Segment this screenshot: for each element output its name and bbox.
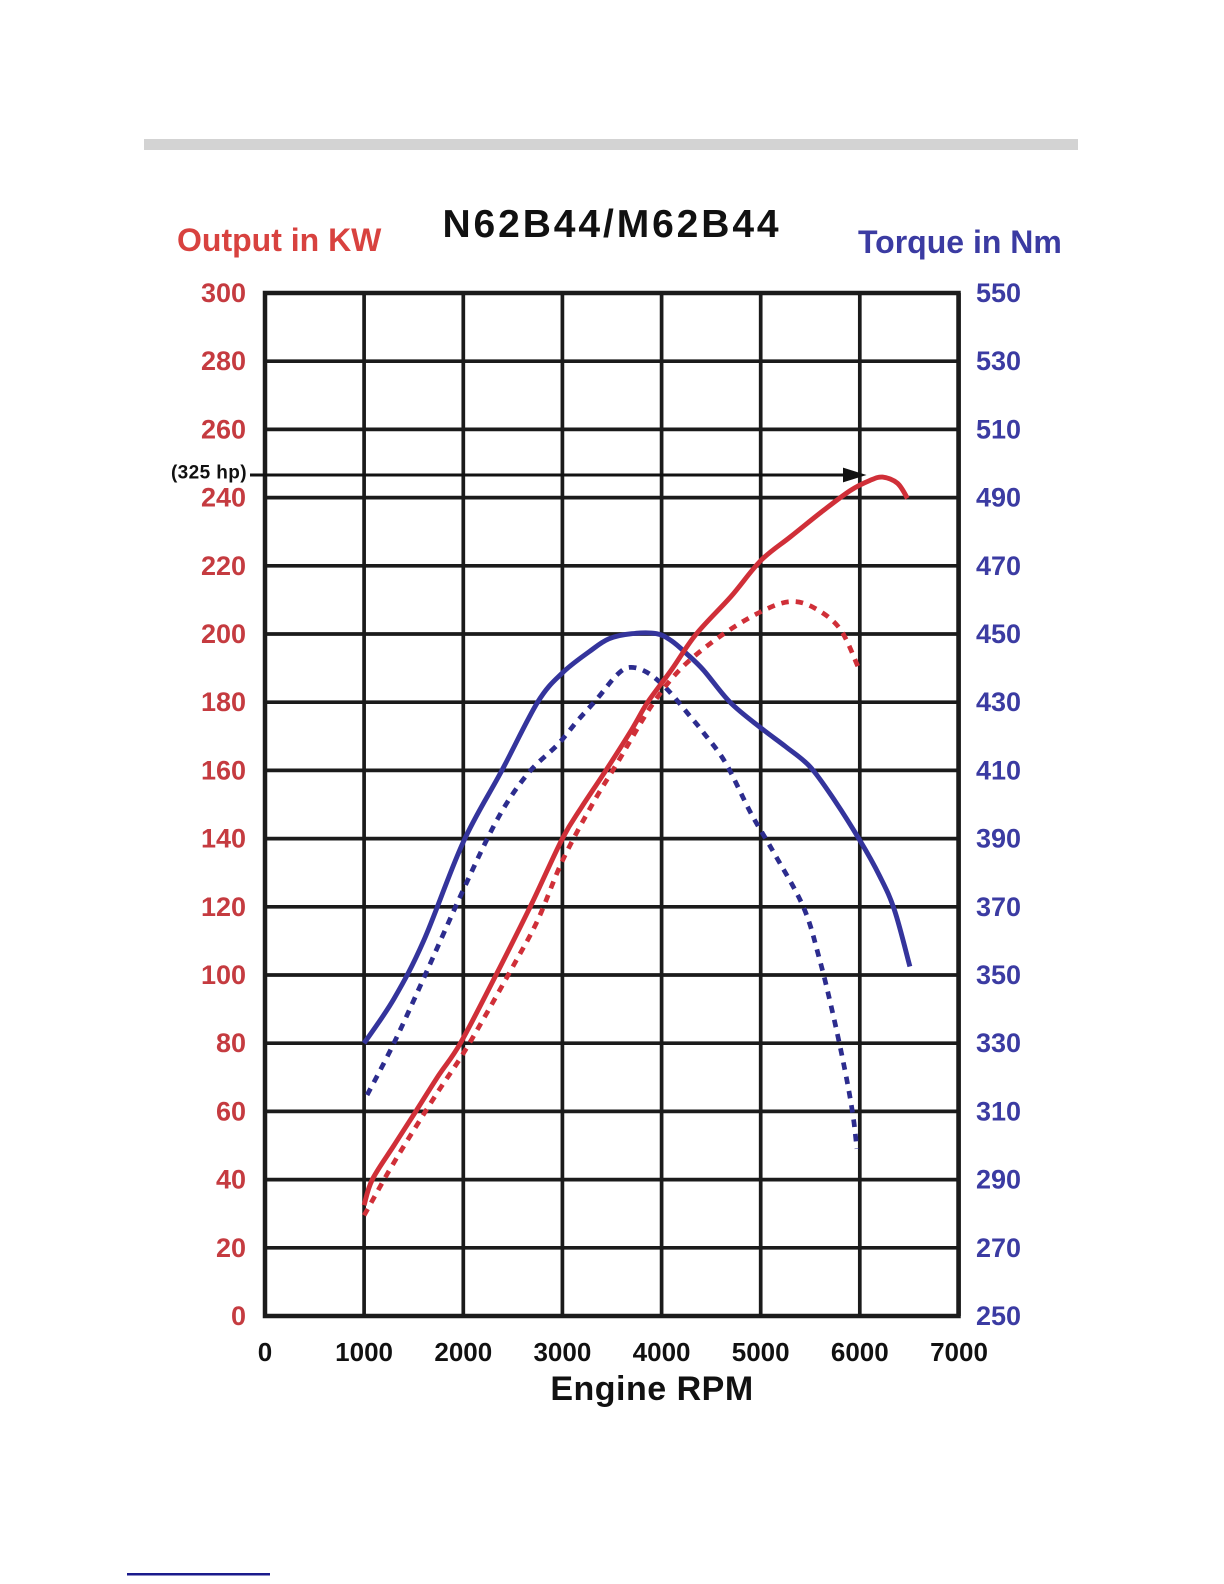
svg-text:6000: 6000 — [831, 1337, 889, 1367]
svg-text:60: 60 — [216, 1096, 246, 1126]
svg-text:220: 220 — [201, 551, 246, 581]
svg-text:410: 410 — [976, 755, 1021, 785]
svg-text:270: 270 — [976, 1233, 1021, 1263]
svg-text:3000: 3000 — [533, 1337, 591, 1367]
svg-text:310: 310 — [976, 1096, 1021, 1126]
svg-text:N62B44/M62B44: N62B44/M62B44 — [442, 203, 781, 246]
svg-text:100: 100 — [201, 960, 246, 990]
svg-text:0: 0 — [231, 1301, 246, 1331]
svg-text:510: 510 — [976, 414, 1021, 444]
svg-text:260: 260 — [201, 414, 246, 444]
svg-text:4000: 4000 — [633, 1337, 691, 1367]
svg-text:450: 450 — [976, 619, 1021, 649]
svg-text:370: 370 — [976, 892, 1021, 922]
svg-text:240: 240 — [201, 483, 246, 513]
svg-text:5000: 5000 — [732, 1337, 790, 1367]
svg-text:180: 180 — [201, 687, 246, 717]
svg-text:(325 hp): (325 hp) — [171, 463, 247, 484]
svg-text:7000: 7000 — [930, 1337, 988, 1367]
svg-text:330: 330 — [976, 1028, 1021, 1058]
svg-text:Torque in Nm: Torque in Nm — [858, 224, 1062, 260]
svg-text:550: 550 — [976, 278, 1021, 308]
svg-text:280: 280 — [201, 346, 246, 376]
svg-text:250: 250 — [976, 1301, 1021, 1331]
svg-text:1000: 1000 — [335, 1337, 393, 1367]
svg-text:490: 490 — [976, 483, 1021, 513]
svg-text:Engine RPM: Engine RPM — [550, 1370, 753, 1408]
svg-text:470: 470 — [976, 551, 1021, 581]
svg-text:530: 530 — [976, 346, 1021, 376]
svg-text:160: 160 — [201, 755, 246, 785]
svg-text:40: 40 — [216, 1165, 246, 1195]
svg-text:80: 80 — [216, 1028, 246, 1058]
svg-text:300: 300 — [201, 278, 246, 308]
svg-text:120: 120 — [201, 892, 246, 922]
svg-text:Output in KW: Output in KW — [177, 222, 382, 258]
svg-text:350: 350 — [976, 960, 1021, 990]
svg-text:140: 140 — [201, 824, 246, 854]
svg-text:0: 0 — [258, 1337, 272, 1367]
svg-text:20: 20 — [216, 1233, 246, 1263]
svg-text:2000: 2000 — [434, 1337, 492, 1367]
svg-text:200: 200 — [201, 619, 246, 649]
svg-text:390: 390 — [976, 824, 1021, 854]
svg-text:430: 430 — [976, 687, 1021, 717]
svg-text:290: 290 — [976, 1165, 1021, 1195]
